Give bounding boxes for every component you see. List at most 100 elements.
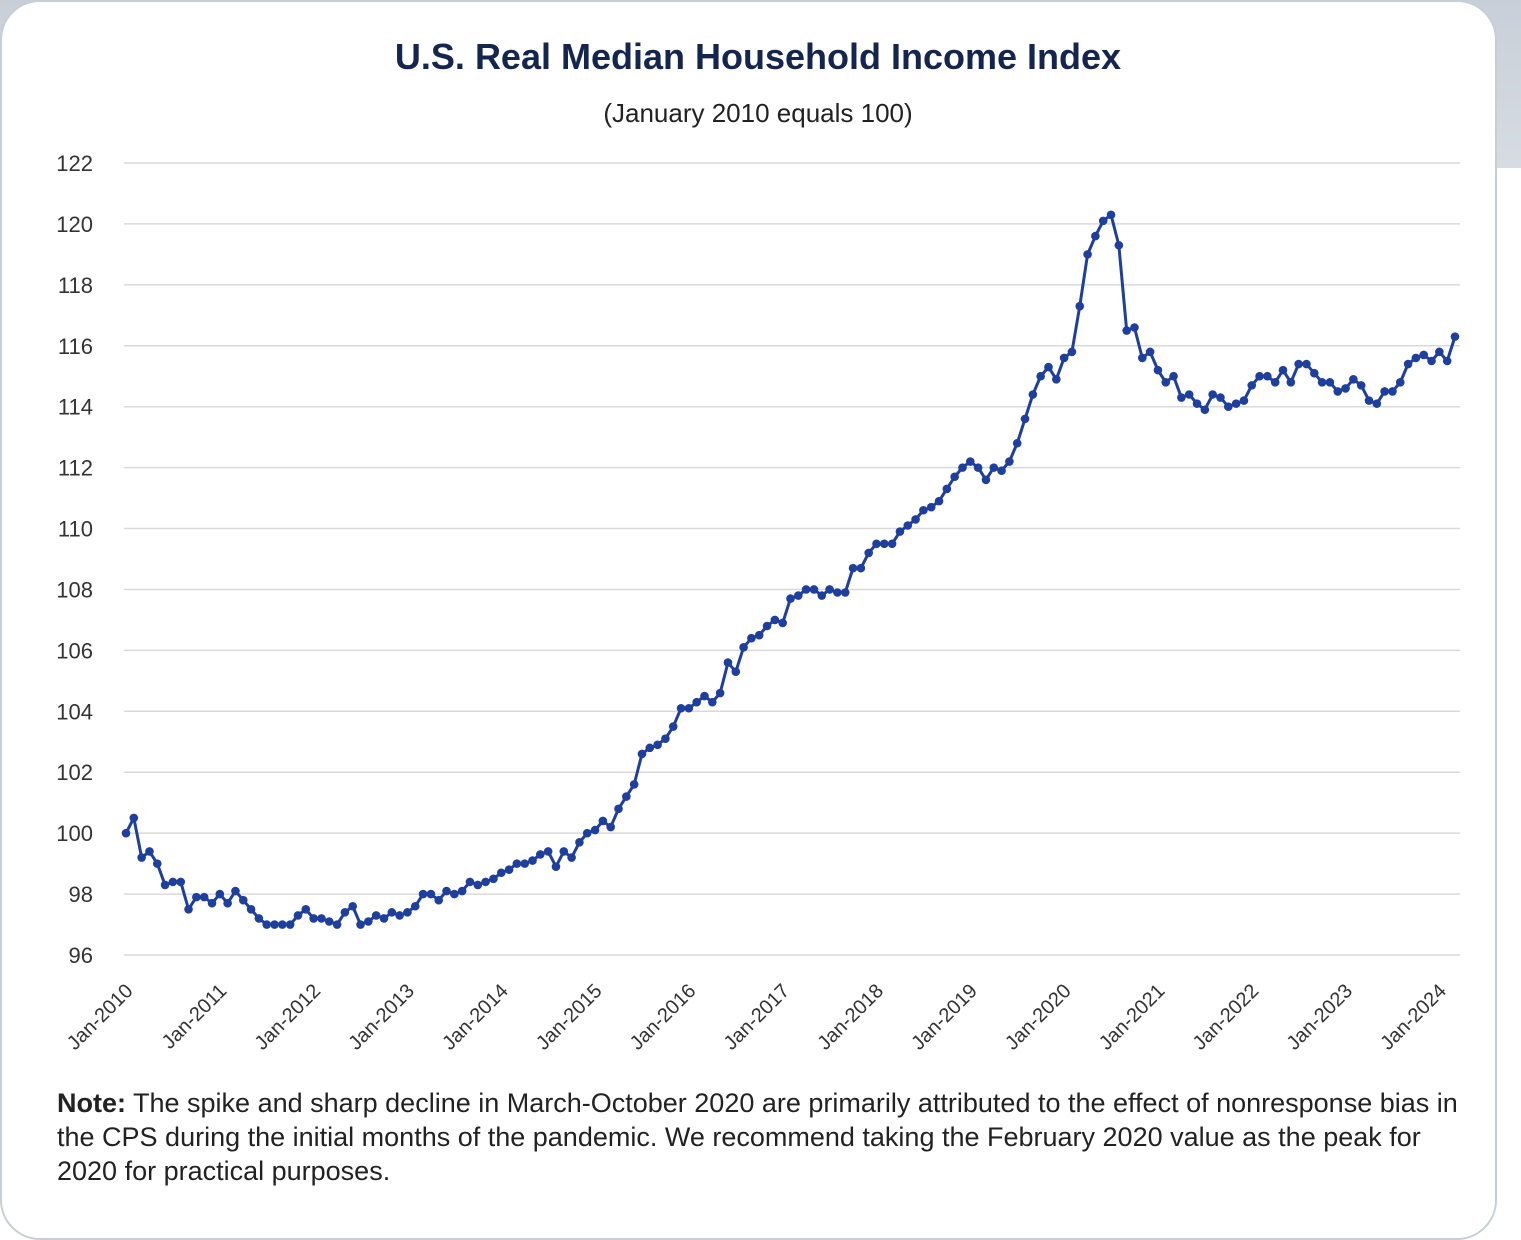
data-point bbox=[606, 822, 615, 832]
data-point bbox=[426, 889, 436, 899]
data-point bbox=[1192, 399, 1202, 408]
chart-subtitle: (January 2010 equals 100) bbox=[603, 98, 913, 128]
x-tick-label: Jan-2010 bbox=[63, 980, 138, 1055]
data-point bbox=[1059, 353, 1069, 363]
data-point bbox=[410, 901, 420, 911]
data-point bbox=[1333, 387, 1343, 396]
data-point bbox=[872, 539, 881, 549]
data-point bbox=[215, 889, 225, 899]
data-point bbox=[1216, 393, 1225, 402]
data-point bbox=[1239, 396, 1249, 405]
data-point bbox=[1161, 378, 1171, 387]
data-point bbox=[1200, 405, 1210, 415]
data-point bbox=[1106, 210, 1116, 220]
data-point bbox=[966, 457, 975, 466]
data-point bbox=[1169, 371, 1178, 381]
data-point bbox=[1442, 356, 1452, 366]
y-tick-label: 98 bbox=[69, 882, 93, 907]
data-point bbox=[833, 588, 842, 597]
data-point bbox=[152, 859, 162, 868]
data-point bbox=[739, 643, 748, 652]
data-point bbox=[1044, 362, 1053, 372]
data-point bbox=[536, 850, 545, 859]
data-point bbox=[332, 920, 342, 929]
data-point bbox=[981, 475, 991, 485]
data-point bbox=[950, 472, 959, 482]
x-tick-label: Jan-2015 bbox=[532, 980, 607, 1055]
data-point bbox=[614, 804, 623, 814]
data-point bbox=[715, 688, 725, 698]
x-tick-label: Jan-2011 bbox=[158, 980, 231, 1053]
data-point bbox=[731, 667, 741, 677]
data-point bbox=[903, 521, 913, 530]
data-point bbox=[262, 920, 272, 929]
data-point bbox=[168, 877, 178, 887]
data-point bbox=[129, 813, 139, 823]
data-point bbox=[1184, 390, 1194, 399]
data-point bbox=[1294, 359, 1303, 369]
note-text: The spike and sharp decline in March-Oct… bbox=[57, 1088, 1458, 1186]
data-point bbox=[926, 502, 936, 512]
data-point bbox=[543, 847, 553, 856]
data-point bbox=[395, 911, 404, 920]
data-point bbox=[973, 463, 983, 472]
data-point bbox=[864, 548, 873, 558]
data-point bbox=[1388, 387, 1397, 396]
data-point bbox=[637, 749, 647, 759]
data-point bbox=[840, 588, 850, 597]
data-point bbox=[1208, 390, 1217, 399]
data-point bbox=[1255, 371, 1264, 381]
y-tick-label: 114 bbox=[58, 395, 93, 420]
data-point bbox=[848, 563, 858, 573]
y-tick-label: 112 bbox=[58, 456, 93, 481]
data-point bbox=[700, 691, 709, 701]
data-point bbox=[778, 618, 787, 628]
data-point bbox=[1098, 216, 1108, 226]
y-tick-label: 100 bbox=[56, 821, 93, 846]
y-tick-label: 96 bbox=[69, 943, 93, 968]
data-point bbox=[934, 496, 944, 506]
data-point bbox=[1114, 240, 1124, 250]
x-tick-label: Jan-2020 bbox=[1001, 980, 1076, 1055]
y-tick-label: 122 bbox=[56, 151, 93, 176]
data-point bbox=[528, 856, 537, 865]
y-tick-label: 104 bbox=[56, 699, 93, 724]
data-point bbox=[1278, 365, 1288, 375]
data-point bbox=[1341, 384, 1350, 393]
data-point bbox=[1130, 323, 1139, 332]
data-point bbox=[958, 463, 967, 472]
data-point bbox=[1349, 374, 1358, 384]
data-point bbox=[496, 868, 506, 878]
data-point bbox=[442, 886, 451, 896]
data-point bbox=[356, 920, 365, 929]
data-point bbox=[1067, 347, 1077, 357]
data-point bbox=[692, 697, 701, 707]
data-point bbox=[340, 908, 350, 917]
data-point bbox=[504, 865, 514, 875]
data-point bbox=[324, 917, 334, 926]
data-point bbox=[754, 630, 764, 640]
x-tick-label: Jan-2022 bbox=[1189, 980, 1264, 1055]
data-point bbox=[1325, 378, 1335, 387]
data-point bbox=[1247, 381, 1257, 390]
chart-title: U.S. Real Median Household Income Index bbox=[394, 36, 1122, 77]
data-point bbox=[1270, 378, 1280, 387]
data-point bbox=[231, 886, 240, 896]
data-point bbox=[575, 837, 584, 847]
note-label: Note: bbox=[57, 1088, 126, 1118]
x-tick-label: Jan-2014 bbox=[438, 980, 513, 1055]
data-point bbox=[512, 859, 522, 868]
data-point bbox=[450, 889, 459, 899]
data-point bbox=[708, 697, 717, 707]
data-point bbox=[629, 780, 639, 789]
data-point bbox=[794, 591, 803, 600]
data-point bbox=[723, 658, 733, 667]
series-line bbox=[124, 213, 1457, 927]
data-point bbox=[801, 585, 811, 594]
data-point bbox=[520, 859, 529, 868]
data-point bbox=[238, 895, 248, 905]
data-point bbox=[1091, 231, 1100, 241]
data-point bbox=[989, 463, 999, 472]
data-point bbox=[145, 847, 154, 856]
